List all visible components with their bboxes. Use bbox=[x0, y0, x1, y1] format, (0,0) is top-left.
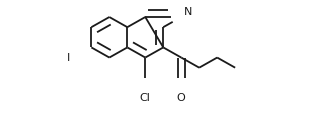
Text: Cl: Cl bbox=[140, 93, 151, 103]
Text: I: I bbox=[67, 53, 70, 63]
Text: N: N bbox=[184, 7, 192, 17]
Text: O: O bbox=[177, 93, 186, 103]
